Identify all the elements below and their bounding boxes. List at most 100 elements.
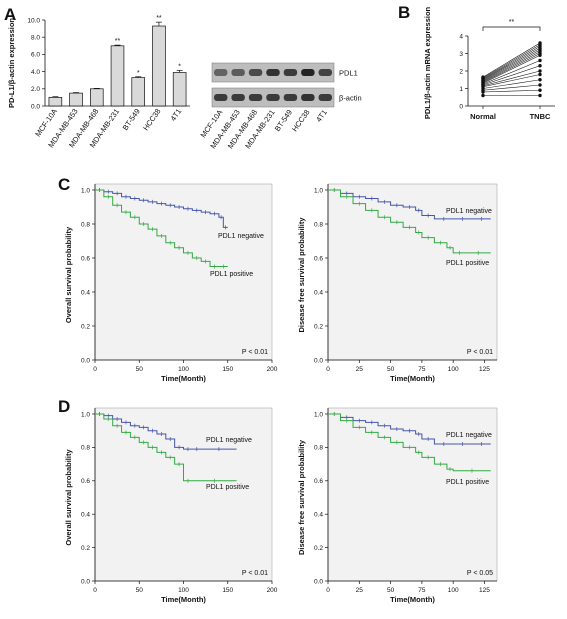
y-tick-label: 0.2 <box>314 323 323 330</box>
x-category-label: TNBC <box>530 112 551 121</box>
x-tick-label: 100 <box>178 587 189 594</box>
y-tick-label: 0.0 <box>314 578 323 585</box>
plot-area <box>327 407 498 582</box>
bar-MDA-MB-468 <box>90 88 104 107</box>
series-label: PDL1 positive <box>446 260 489 267</box>
series-label: PDL1 negative <box>446 208 492 215</box>
tnbc-point <box>538 64 542 68</box>
y-tick-label: 0.8 <box>81 221 90 228</box>
y-tick-label: 0.6 <box>314 255 323 262</box>
plot-area <box>327 183 498 361</box>
significance-mark: * <box>137 70 140 77</box>
significance-bracket <box>482 26 541 31</box>
y-tick-label: 1.0 <box>81 411 90 418</box>
y-tick-label: 1.0 <box>81 187 90 194</box>
pair-line <box>482 51 541 82</box>
blot-band <box>231 94 245 101</box>
series-label: PDL1 positive <box>446 479 489 486</box>
western-blot: PDL1β-actinMCF-10AMDA-MB-453MDA-MB-468MD… <box>199 62 362 150</box>
x-tick-label: 0 <box>93 587 97 594</box>
x-tick-label: 125 <box>479 587 490 594</box>
tnbc-point <box>538 78 542 82</box>
x-tick-label: 150 <box>222 587 233 594</box>
plot-area <box>94 183 273 361</box>
panel-label-c: C <box>58 175 70 194</box>
p-value: P < 0.05 <box>467 570 493 577</box>
blot-band <box>301 69 315 76</box>
series-label: PDL1 positive <box>210 271 253 278</box>
series-label: PDL1 negative <box>446 432 492 439</box>
significance-mark: ** <box>156 15 162 22</box>
y-axis-label: Overall survival probability <box>64 449 73 546</box>
pair-line <box>482 65 541 86</box>
blot-band <box>214 69 228 76</box>
x-tick-label: 25 <box>356 587 364 594</box>
km-plot-d-disease-free-survival: 0.0 0.2 0.4 0.6 0.8 1.0 0 25 50 75 100 125 Time(Mont… <box>297 407 498 604</box>
bar-MDA-MB-453 <box>69 92 83 107</box>
y-tick-label: 0.0 <box>31 103 40 110</box>
p-value: P < 0.01 <box>467 349 493 356</box>
y-tick-label: 0.2 <box>81 545 90 552</box>
pair-line <box>482 47 541 81</box>
y-tick-label: 0.2 <box>314 545 323 552</box>
p-value: P < 0.01 <box>242 349 268 356</box>
pair-line <box>482 42 541 78</box>
pair-line <box>482 89 541 93</box>
blot-band <box>283 94 298 101</box>
y-tick-label: 0.0 <box>81 578 90 585</box>
x-tick-label: 50 <box>387 587 395 594</box>
tnbc-point <box>538 88 542 92</box>
y-tick-label: 2 <box>459 68 463 75</box>
tnbc-point <box>538 41 542 45</box>
tnbc-point <box>538 58 542 63</box>
y-tick-label: 0.4 <box>81 289 90 296</box>
x-tick-label: 50 <box>136 587 144 594</box>
panel-label-b: B <box>398 3 410 22</box>
pair-line <box>482 44 541 79</box>
normal-point <box>481 75 485 79</box>
series-label: PDL1 negative <box>218 233 264 240</box>
x-tick-label: 0 <box>326 587 330 594</box>
pair-line <box>482 54 541 84</box>
y-tick-label: 3 <box>459 51 463 58</box>
x-category-label: Normal <box>470 112 496 121</box>
bar-HCC38 <box>152 25 166 107</box>
y-tick-label: 0.6 <box>314 478 323 485</box>
y-axis-label: Disease free survival probability <box>297 439 306 555</box>
y-tick-label: 0.8 <box>314 221 323 228</box>
x-axis-label: Time(Month) <box>161 374 206 383</box>
x-tick-label: 125 <box>479 366 490 373</box>
y-tick-label: 1 <box>459 86 463 93</box>
y-tick-label: 0.8 <box>314 445 323 452</box>
blot-band <box>318 69 332 76</box>
x-tick-label: 0 <box>326 366 330 373</box>
pair-line <box>482 70 541 87</box>
lane-label: 4T1 <box>314 108 329 124</box>
series-label: PDL1 negative <box>206 437 252 444</box>
blot-band <box>214 94 228 101</box>
panel-label-d: D <box>58 397 70 416</box>
y-tick-label: 0.4 <box>314 289 323 296</box>
y-tick-label: 0.4 <box>81 512 90 519</box>
blot-row-label: β-actin <box>339 94 362 103</box>
x-axis-label: Time(Month) <box>390 374 435 383</box>
y-tick-label: 0.2 <box>81 323 90 330</box>
pair-line <box>482 74 541 88</box>
x-axis-label: Time(Month) <box>390 595 435 604</box>
lane-label: HCC38 <box>290 108 311 133</box>
y-tick-label: 0.6 <box>81 478 90 485</box>
y-tick-label: 0.4 <box>314 512 323 519</box>
category-label: 4T1 <box>168 107 183 123</box>
category-label: BT-549 <box>121 107 142 132</box>
y-tick-label: 10.0 <box>27 17 40 24</box>
y-tick-label: 8.0 <box>31 35 40 42</box>
km-curve-positive <box>95 189 228 267</box>
y-tick-label: 2.0 <box>31 86 40 93</box>
x-axis-label: Time(Month) <box>161 595 206 604</box>
x-tick-label: 100 <box>448 366 459 373</box>
pair-line <box>482 79 541 89</box>
pair-line <box>482 84 541 91</box>
y-tick-label: 0.8 <box>81 445 90 452</box>
y-tick-label: 1.0 <box>314 187 323 194</box>
x-tick-label: 50 <box>387 366 395 373</box>
